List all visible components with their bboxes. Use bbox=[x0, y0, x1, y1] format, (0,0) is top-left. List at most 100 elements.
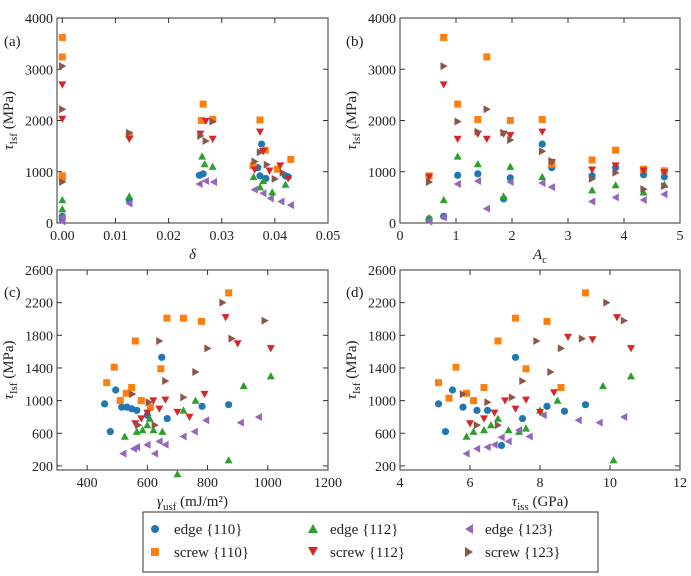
data-point-edge110 bbox=[459, 403, 467, 411]
x-tick-label: 0.02 bbox=[156, 229, 181, 244]
data-point-edge112 bbox=[553, 396, 562, 404]
data-point-edge123 bbox=[506, 178, 514, 186]
panel-label: (b) bbox=[346, 34, 364, 50]
data-point-screw123 bbox=[500, 128, 508, 137]
data-point-screw112 bbox=[143, 409, 152, 417]
data-point-screw112 bbox=[425, 173, 434, 181]
panel-c-gamma-usf-scatter: 400 600 800 1000 1200 200 600 1000 1400 1800 2200 2… bbox=[1, 264, 342, 513]
data-point-screw112 bbox=[466, 420, 474, 428]
data-point-edge110 bbox=[483, 406, 492, 415]
data-point-edge112 bbox=[611, 181, 620, 189]
data-point-edge110 bbox=[538, 140, 546, 148]
data-point-screw110 bbox=[110, 363, 118, 371]
data-point-screw123 bbox=[59, 178, 67, 186]
data-point-screw110 bbox=[199, 100, 207, 108]
data-point-screw110 bbox=[58, 174, 66, 182]
y-tick-label: 0 bbox=[46, 217, 53, 232]
data-point-edge123 bbox=[547, 183, 555, 192]
data-point-edge112 bbox=[487, 421, 495, 429]
series-screw110 bbox=[58, 33, 295, 182]
data-point-edge110 bbox=[198, 402, 206, 410]
data-point-edge123 bbox=[660, 190, 668, 199]
data-point-screw112 bbox=[58, 81, 67, 89]
x-axis-label: δ bbox=[189, 247, 197, 263]
data-point-edge123 bbox=[525, 432, 533, 441]
data-point-edge110 bbox=[518, 414, 527, 423]
y-tick-label: 1400 bbox=[25, 362, 53, 377]
data-point-edge123 bbox=[539, 411, 547, 420]
data-point-screw112 bbox=[480, 415, 488, 423]
x-axis-label: τiss (GPa) bbox=[512, 494, 569, 513]
data-point-screw123 bbox=[151, 421, 159, 430]
data-point-screw123 bbox=[557, 344, 565, 353]
data-point-screw110 bbox=[179, 314, 187, 322]
x-tick-label: 600 bbox=[137, 476, 158, 491]
data-point-screw112 bbox=[550, 389, 558, 397]
x-tick-label: 6 bbox=[467, 476, 474, 491]
data-point-edge112 bbox=[208, 162, 217, 170]
data-point-edge123 bbox=[201, 176, 209, 185]
data-point-edge110 bbox=[497, 441, 506, 450]
data-point-screw110 bbox=[249, 162, 257, 170]
data-point-edge112 bbox=[268, 188, 277, 196]
data-point-screw110 bbox=[470, 397, 477, 405]
plot-frame bbox=[56, 17, 329, 224]
legend-marker-edge110 bbox=[151, 525, 159, 533]
data-point-edge112 bbox=[439, 195, 448, 204]
data-point-screw123 bbox=[251, 157, 259, 166]
x-tick-label: 2 bbox=[509, 229, 516, 244]
data-point-edge112 bbox=[599, 381, 607, 390]
data-point-screw110 bbox=[225, 289, 233, 297]
data-point-edge112 bbox=[200, 160, 209, 168]
data-point-screw110 bbox=[131, 337, 139, 345]
data-point-edge123 bbox=[119, 449, 127, 458]
series-edge123 bbox=[462, 411, 628, 458]
y-tick-label: 3000 bbox=[368, 63, 396, 78]
data-point-screw110 bbox=[157, 365, 165, 373]
legend-label-edge112: edge {112} bbox=[330, 522, 398, 538]
data-point-edge123 bbox=[620, 412, 628, 421]
data-point-edge123 bbox=[453, 180, 461, 189]
data-point-screw112 bbox=[588, 336, 597, 344]
data-point-edge123 bbox=[161, 440, 169, 449]
y-tick-label: 1000 bbox=[368, 395, 396, 410]
data-point-screw110 bbox=[435, 379, 442, 387]
data-point-edge110 bbox=[163, 414, 171, 423]
panel-a-delta-scatter: 0.00 0.01 0.02 0.03 0.04 0.05 0 1000 2000 3000 400… bbox=[1, 12, 340, 263]
data-point-screw123 bbox=[59, 105, 67, 114]
data-point-edge110 bbox=[640, 171, 648, 179]
data-point-screw112 bbox=[185, 413, 194, 421]
data-point-screw123 bbox=[228, 334, 236, 343]
data-point-screw112 bbox=[125, 135, 134, 143]
data-point-screw110 bbox=[494, 337, 502, 345]
data-point-screw123 bbox=[474, 127, 482, 136]
y-tick-label: 1800 bbox=[25, 329, 53, 344]
legend-marker-edge112 bbox=[308, 524, 318, 533]
x-tick-label: 1200 bbox=[314, 476, 342, 491]
data-point-screw123 bbox=[156, 337, 164, 346]
y-tick-label: 1400 bbox=[368, 362, 396, 377]
data-point-edge110 bbox=[660, 173, 668, 181]
data-point-edge110 bbox=[257, 140, 266, 148]
data-point-screw112 bbox=[161, 396, 170, 404]
legend-entry-screw110: screw {110} bbox=[151, 545, 249, 561]
data-point-screw123 bbox=[612, 168, 620, 177]
data-point-edge112 bbox=[627, 372, 635, 380]
series-edge110 bbox=[100, 353, 233, 436]
data-point-screw112 bbox=[155, 405, 164, 413]
data-point-screw110 bbox=[256, 116, 264, 124]
series-screw123 bbox=[129, 298, 269, 430]
data-point-edge110 bbox=[434, 400, 443, 408]
y-tick-label: 1000 bbox=[25, 395, 53, 410]
data-point-screw112 bbox=[137, 415, 146, 423]
data-point-edge112 bbox=[588, 186, 597, 194]
data-point-screw123 bbox=[640, 185, 648, 194]
data-point-edge110 bbox=[100, 400, 109, 408]
data-point-screw110 bbox=[116, 397, 124, 405]
data-point-screw110 bbox=[543, 317, 551, 325]
x-tick-label: 4 bbox=[621, 229, 628, 244]
data-point-screw123 bbox=[547, 368, 555, 377]
series-screw112 bbox=[58, 81, 293, 183]
data-point-screw123 bbox=[202, 137, 210, 145]
data-point-edge112 bbox=[239, 381, 248, 390]
